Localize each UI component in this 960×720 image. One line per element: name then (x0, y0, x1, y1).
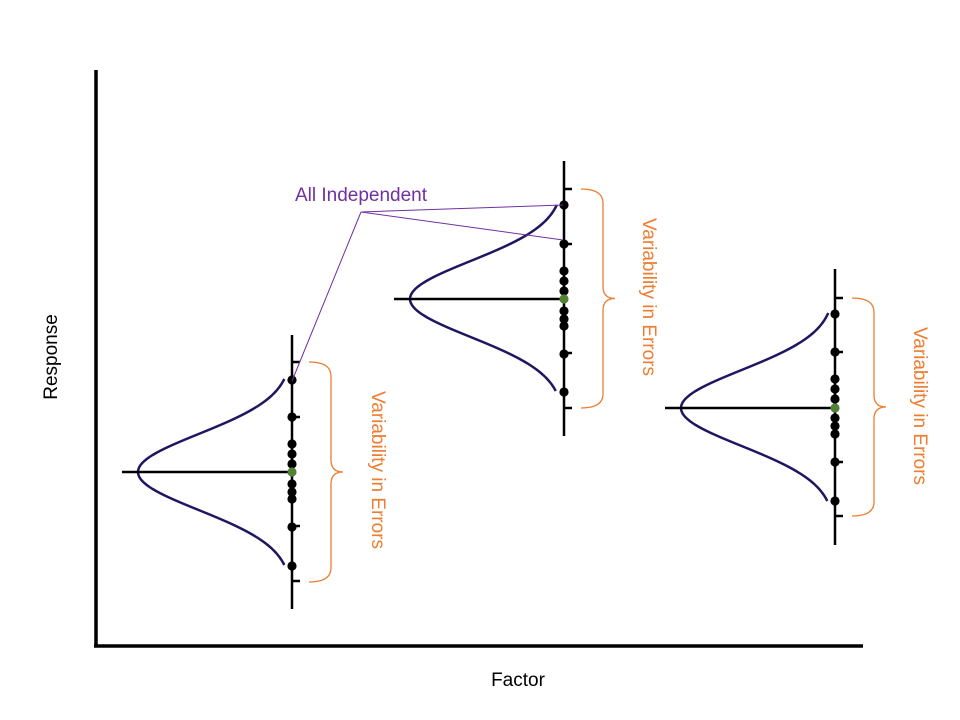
y-axis-label: Response (41, 314, 62, 400)
annotation-pointer-left (291, 211, 362, 382)
observation-point (830, 421, 840, 431)
observation-point (559, 276, 569, 286)
observation-point (287, 561, 297, 571)
variability-brace (308, 361, 344, 583)
mean-point (830, 403, 840, 413)
variability-label: Variability in Errors (638, 218, 659, 376)
distribution-groups: Variability in Errors Variability in Erro… (122, 161, 930, 609)
observation-point (830, 413, 840, 423)
middle-group: Variability in Errors (394, 161, 659, 436)
annotation-pointer-top (360, 204, 564, 213)
observation-point (830, 309, 840, 319)
observation-point (559, 321, 569, 331)
observation-point (830, 457, 840, 467)
observation-point (287, 494, 297, 504)
independence-annotation: All Independent (291, 185, 564, 382)
observation-point (830, 496, 840, 506)
observation-point (287, 522, 297, 532)
x-axis-label: Factor (491, 670, 546, 691)
mean-point (287, 467, 297, 477)
observation-point (287, 439, 297, 449)
observation-point (830, 394, 840, 404)
observation-point (559, 314, 569, 324)
observation-point (559, 286, 569, 296)
observation-point (559, 266, 569, 276)
variability-label: Variability in Errors (367, 391, 388, 549)
observation-point (559, 200, 569, 210)
variability-label: Variability in Errors (909, 327, 930, 485)
observation-point (287, 479, 297, 489)
observation-point (559, 239, 569, 249)
observation-point (559, 306, 569, 316)
annotation-label: All Independent (295, 185, 428, 206)
observation-point (287, 412, 297, 422)
observation-point (830, 347, 840, 357)
observation-point (287, 487, 297, 497)
observation-point (830, 374, 840, 384)
observation-point (287, 449, 297, 459)
observation-point (830, 384, 840, 394)
observation-point (287, 459, 297, 469)
observation-point (559, 387, 569, 397)
right-group: Variability in Errors (665, 269, 930, 545)
variability-brace (851, 297, 887, 517)
mean-point (559, 294, 569, 304)
annotation-pointer-middle (360, 211, 564, 241)
observation-point (830, 429, 840, 439)
left-group: Variability in Errors (122, 335, 388, 609)
observation-point (559, 349, 569, 359)
variability-brace (580, 188, 616, 409)
